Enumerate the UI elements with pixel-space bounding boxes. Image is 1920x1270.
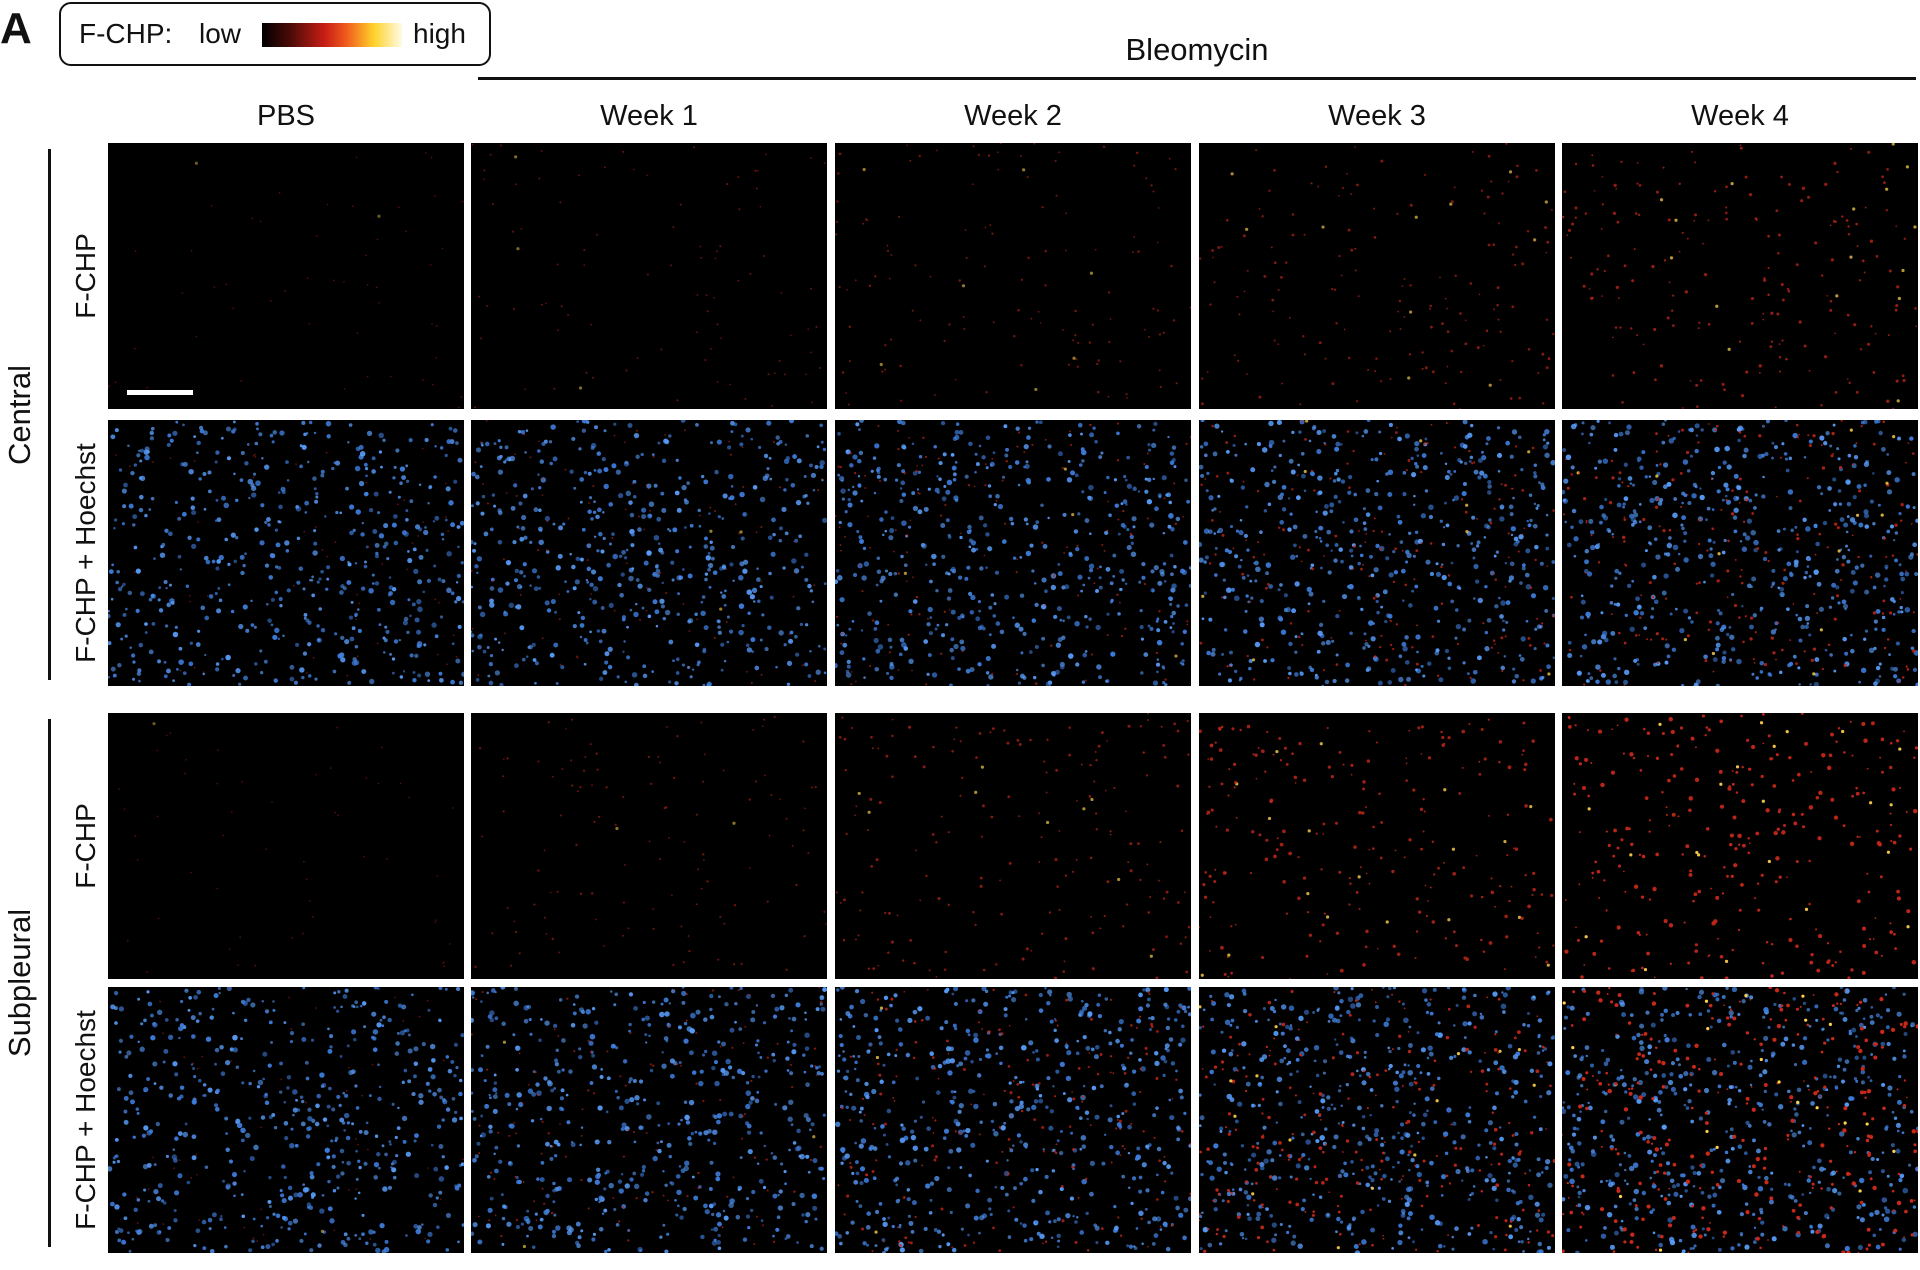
micrograph [1199, 143, 1555, 409]
micrograph-texture [108, 987, 464, 1253]
micrograph [1199, 987, 1555, 1253]
micrograph-texture [1199, 987, 1555, 1253]
micrograph-texture [835, 713, 1191, 979]
micrograph [108, 420, 464, 686]
micrograph [835, 420, 1191, 686]
micrograph [1562, 987, 1918, 1253]
micrograph-texture [1199, 420, 1555, 686]
micrograph [471, 987, 827, 1253]
micrograph-texture [835, 987, 1191, 1253]
micrograph-texture [118, 722, 454, 973]
micrograph-texture [1562, 143, 1917, 409]
micrograph-texture [471, 143, 826, 409]
micrograph-texture [471, 420, 827, 686]
group-bracket [48, 719, 51, 1247]
row-label: F-CHP [70, 803, 101, 889]
micrograph [471, 713, 827, 979]
micrograph-texture [108, 151, 464, 409]
micrograph-texture [1562, 987, 1918, 1253]
legend-low: low [199, 18, 242, 49]
row-label: F-CHP [70, 233, 101, 319]
micrograph [1562, 713, 1918, 979]
group-label: Subpleural [2, 908, 37, 1058]
micrograph [108, 987, 464, 1253]
micrograph [108, 143, 464, 409]
column-header: PBS [256, 100, 316, 132]
group-label: Central [2, 364, 37, 465]
micrograph [108, 713, 464, 979]
micrograph [1562, 420, 1918, 686]
micrograph-texture [1199, 718, 1555, 979]
group-header: Bleomycin [1125, 32, 1269, 67]
legend-label: F-CHP: [79, 18, 173, 49]
column-header: Week 2 [964, 100, 1062, 132]
legend-high: high [413, 18, 466, 49]
micrograph-texture [474, 715, 827, 971]
group-line [478, 77, 1916, 80]
colorbar [262, 23, 402, 47]
micrograph [471, 420, 827, 686]
micrograph [471, 143, 827, 409]
column-header: Week 1 [600, 100, 698, 132]
legend: F-CHP: low high [59, 2, 491, 66]
group-bracket [48, 149, 51, 680]
row-label: F-CHP + Hoechst [70, 1010, 101, 1230]
micrograph [835, 713, 1191, 979]
micrograph-texture [471, 987, 827, 1253]
micrograph [835, 143, 1191, 409]
micrograph-texture [1199, 143, 1555, 409]
column-header: Week 4 [1691, 100, 1789, 132]
micrograph-texture [835, 420, 1191, 686]
scale-bar [127, 390, 193, 395]
panel-label: A [0, 4, 32, 53]
column-header: Week 3 [1328, 100, 1426, 132]
micrograph-texture [1562, 420, 1918, 686]
micrograph [1562, 143, 1918, 409]
micrograph [1199, 420, 1555, 686]
row-label: F-CHP + Hoechst [70, 443, 101, 663]
micrograph [1199, 713, 1555, 979]
micrograph-texture [108, 420, 464, 686]
micrograph-texture [835, 143, 1191, 406]
micrograph-texture [1564, 713, 1918, 979]
micrograph [835, 987, 1191, 1253]
